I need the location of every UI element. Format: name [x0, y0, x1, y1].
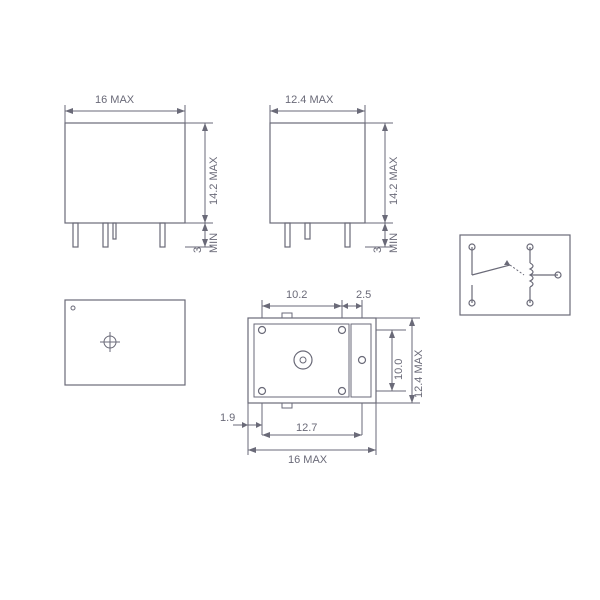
front-height-label: 14.2 MAX [208, 156, 220, 205]
pin-layout-view: 10.2 2.5 10.0 12.4 MAX 1.9 12.7 [220, 289, 425, 466]
dim-10-0: 10.0 [393, 359, 405, 380]
technical-drawing: 16 MAX 14.2 MAX 3 MIN 12.4 MAX [0, 0, 600, 600]
dim-10-2: 10.2 [286, 289, 307, 301]
dim-16-max: 16 MAX [288, 454, 328, 466]
dim-1-9: 1.9 [220, 412, 235, 424]
front-pin-label: 3 [192, 247, 204, 253]
side-view: 12.4 MAX 14.2 MAX 3 MIN [270, 94, 400, 253]
side-pin-label: 3 [372, 247, 384, 253]
side-height-label: 14.2 MAX [388, 156, 400, 205]
front-min-label: MIN [208, 233, 220, 253]
front-width-label: 16 MAX [95, 94, 135, 106]
dim-2-5: 2.5 [356, 289, 371, 301]
front-view: 16 MAX 14.2 MAX 3 MIN [65, 94, 220, 253]
top-outline-view [65, 300, 185, 385]
side-width-label: 12.4 MAX [285, 94, 334, 106]
side-min-label: MIN [388, 233, 400, 253]
dim-12-7: 12.7 [296, 422, 317, 434]
dim-12-4-max: 12.4 MAX [413, 349, 425, 398]
schematic-view [460, 235, 570, 315]
